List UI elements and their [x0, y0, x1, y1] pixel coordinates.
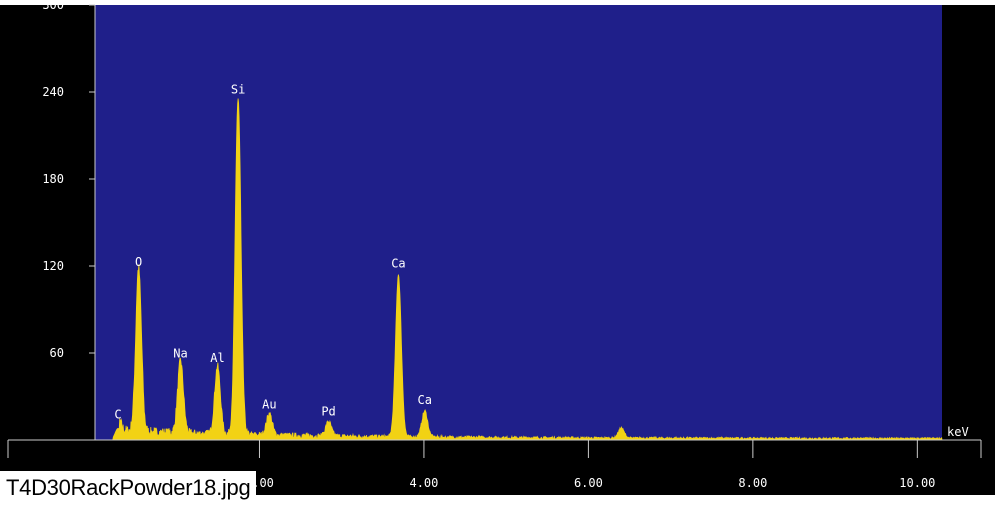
x-tick-label: 6.00	[574, 476, 603, 490]
filename-caption: T4D30RackPowder18.jpg	[0, 471, 257, 505]
peak-label-al: Al	[210, 351, 224, 365]
peak-label-na: Na	[173, 347, 187, 361]
x-tick-label: 4.00	[409, 476, 438, 490]
plot-area	[95, 5, 942, 440]
peak-label-au: Au	[262, 397, 276, 411]
y-tick-label: 180	[42, 172, 64, 186]
peak-label-ca: Ca	[418, 393, 432, 407]
peak-label-o: O	[135, 255, 142, 269]
peak-label-pd: Pd	[321, 405, 335, 419]
peak-label-si: Si	[231, 83, 245, 97]
bottom-margin	[0, 495, 995, 505]
top-margin	[0, 0, 995, 5]
y-tick-label: 300	[42, 0, 64, 12]
x-tick-label: 8.00	[738, 476, 767, 490]
peak-label-c: C	[114, 407, 121, 421]
y-tick-label: 120	[42, 259, 64, 273]
x-tick-label: 10.00	[899, 476, 935, 490]
spectrum-trace	[95, 98, 943, 441]
y-tick-label: 240	[42, 85, 64, 99]
spectrum-layer	[95, 98, 943, 441]
peak-label-ca: Ca	[391, 257, 405, 271]
x-axis-unit-label: keV	[947, 425, 969, 439]
peak-label-layer: C O Na Al Si Au Pd Ca Ca	[114, 83, 432, 422]
y-tick-label: 60	[50, 346, 64, 360]
